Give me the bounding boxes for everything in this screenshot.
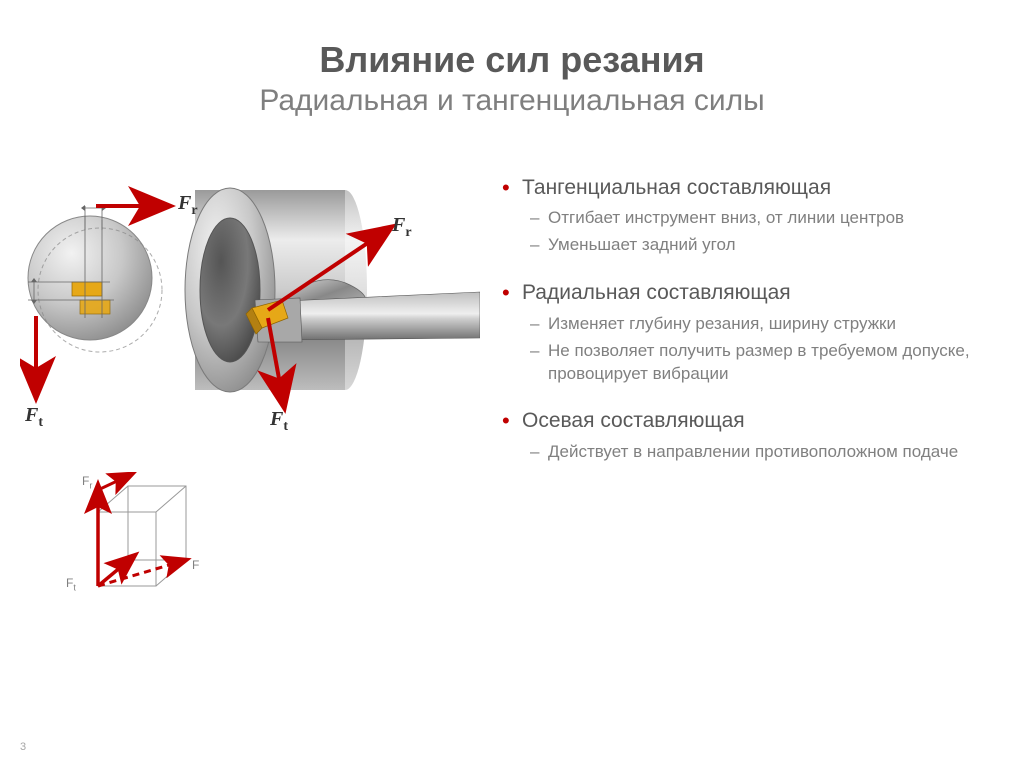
force-diagram-svg — [20, 150, 480, 460]
page-number: 3 — [20, 741, 26, 753]
bullet-radial: Радиальная составляющая Изменяет глубину… — [500, 279, 994, 385]
cube-label-f: F — [192, 558, 199, 572]
content-row: Fr Ft Fr Ft — [0, 120, 1024, 612]
bullet-axial: Осевая составляющая Действует в направле… — [500, 407, 994, 463]
label-ft-small: Ft — [25, 404, 43, 431]
bullet-sub: Не позволяет получить размер в требуемом… — [500, 340, 994, 386]
bullets-column: Тангенциальная составляющая Отгибает инс… — [490, 150, 1024, 612]
bullet-head: Осевая составляющая — [500, 407, 994, 434]
title-block: Влияние сил резания Радиальная и тангенц… — [0, 0, 1024, 120]
page-subtitle: Радиальная и тангенциальная силы — [0, 81, 1024, 120]
bullet-tangential: Тангенциальная составляющая Отгибает инс… — [500, 174, 994, 257]
page-title: Влияние сил резания — [0, 38, 1024, 81]
bullet-head: Радиальная составляющая — [500, 279, 994, 306]
label-ft-main: Ft — [270, 408, 288, 435]
bullet-head: Тангенциальная составляющая — [500, 174, 994, 201]
diagram-column: Fr Ft Fr Ft — [0, 150, 490, 612]
bullet-sub: Действует в направлении противоположном … — [500, 441, 994, 464]
label-fr-main: Fr — [392, 214, 412, 241]
label-fr-small: Fr — [178, 192, 198, 219]
force-vector-cube: Fr Ft F — [50, 472, 220, 612]
cube-label-fr: Fr — [82, 474, 92, 490]
cube-label-ft: Ft — [66, 576, 76, 592]
bullet-sub: Уменьшает задний угол — [500, 234, 994, 257]
bullet-sub: Изменяет глубину резания, ширину стружки — [500, 313, 994, 336]
bullet-sub: Отгибает инструмент вниз, от линии центр… — [500, 207, 994, 230]
cutting-force-diagram: Fr Ft Fr Ft — [20, 150, 480, 460]
